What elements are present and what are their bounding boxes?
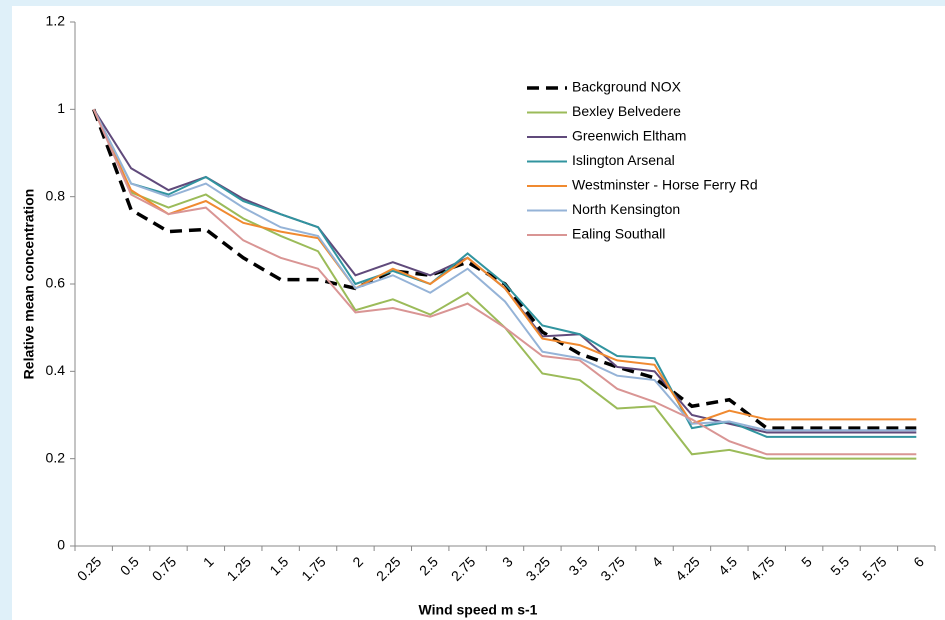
y-tick-label: 0 (57, 537, 65, 553)
chart-area (12, 6, 945, 620)
x-axis-label: Wind speed m s-1 (419, 602, 538, 618)
legend-label: Westminster - Horse Ferry Rd (572, 177, 758, 193)
y-axis-label: Relative mean concentration (21, 189, 37, 380)
y-tick-label: 0.8 (46, 187, 66, 203)
legend-label: Background NOX (572, 79, 682, 95)
series-line (92, 108, 917, 438)
legend-label: Islington Arsenal (572, 152, 675, 168)
y-tick-label: 0.6 (46, 275, 66, 291)
series-line (92, 108, 917, 456)
series-line (92, 108, 917, 432)
y-tick-label: 1 (57, 100, 65, 116)
legend-label: Greenwich Eltham (572, 128, 686, 144)
y-tick-label: 0.2 (46, 449, 66, 465)
y-tick-label: 0.4 (46, 362, 66, 378)
legend-label: Bexley Belvedere (572, 103, 681, 119)
legend-label: Ealing Southall (572, 226, 665, 242)
legend-label: North Kensington (572, 201, 680, 217)
series-line (92, 108, 917, 425)
y-tick-label: 1.2 (46, 13, 66, 29)
